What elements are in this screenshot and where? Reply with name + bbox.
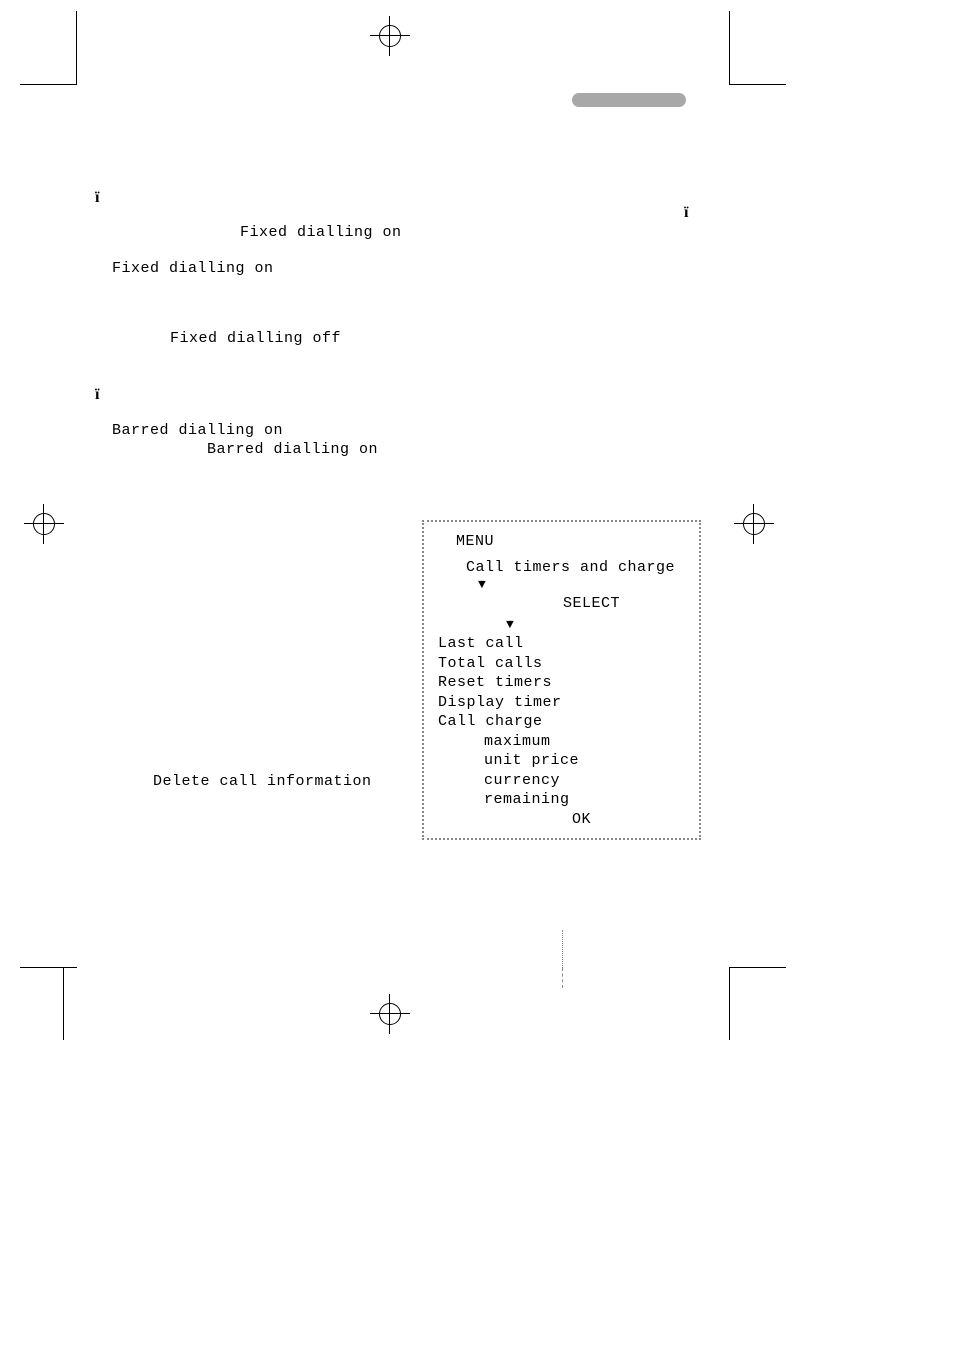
registration-mark-left (24, 504, 64, 544)
crop-mark (20, 84, 77, 85)
menu-item: Call charge (438, 712, 685, 732)
registration-mark-top (370, 16, 410, 56)
crop-mark (729, 84, 786, 85)
menu-heading: Call timers and charge (466, 558, 685, 578)
menu-subitem: unit price (484, 751, 685, 771)
menu-subitem: currency (484, 771, 685, 791)
menu-item: Reset timers (438, 673, 685, 693)
header-pill (572, 93, 686, 107)
info-icon: ï (684, 204, 688, 222)
crop-mark (63, 11, 77, 84)
crop-mark (729, 967, 786, 968)
crop-mark (729, 11, 730, 84)
menu-subitem: maximum (484, 732, 685, 752)
dotted-divider (562, 930, 563, 968)
crop-mark (20, 967, 77, 968)
dotted-divider (562, 968, 563, 988)
info-icon: ï (95, 386, 99, 404)
text-barred-dialling-on: Barred dialling on (112, 422, 283, 439)
down-arrow-icon: ▼ (506, 617, 685, 634)
text-barred-dialling-on: Barred dialling on (207, 441, 378, 458)
text-delete-call-information: Delete call information (153, 773, 372, 790)
menu-title: MENU (456, 532, 685, 552)
menu-select-label: SELECT (438, 594, 685, 614)
text-fixed-dialling-on: Fixed dialling on (240, 224, 402, 241)
menu-subitem: remaining (484, 790, 685, 810)
menu-ok-label: OK (438, 810, 685, 830)
registration-mark-bottom (370, 994, 410, 1034)
crop-mark (729, 967, 730, 1040)
menu-item: Total calls (438, 654, 685, 674)
down-arrow-icon: ▼ (478, 577, 685, 594)
menu-item: Display timer (438, 693, 685, 713)
registration-mark-right (734, 504, 774, 544)
text-fixed-dialling-on: Fixed dialling on (112, 260, 274, 277)
text-fixed-dialling-off: Fixed dialling off (170, 330, 341, 347)
info-icon: ï (95, 189, 99, 207)
menu-panel: MENU Call timers and charge ▼ SELECT ▼ L… (422, 520, 701, 840)
menu-item: Last call (438, 634, 685, 654)
crop-mark (63, 967, 64, 1040)
